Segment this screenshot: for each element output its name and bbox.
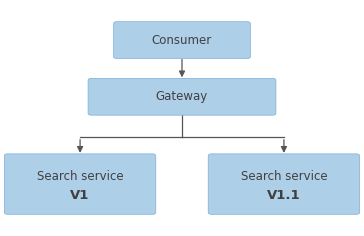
FancyBboxPatch shape: [114, 22, 250, 59]
FancyBboxPatch shape: [4, 154, 156, 214]
FancyBboxPatch shape: [208, 154, 360, 214]
Text: Gateway: Gateway: [156, 90, 208, 103]
Text: Search service: Search service: [241, 170, 327, 183]
Text: V1.1: V1.1: [267, 189, 301, 202]
Text: Search service: Search service: [37, 170, 123, 183]
Text: Consumer: Consumer: [152, 34, 212, 47]
FancyBboxPatch shape: [88, 78, 276, 115]
Text: V1: V1: [70, 189, 90, 202]
